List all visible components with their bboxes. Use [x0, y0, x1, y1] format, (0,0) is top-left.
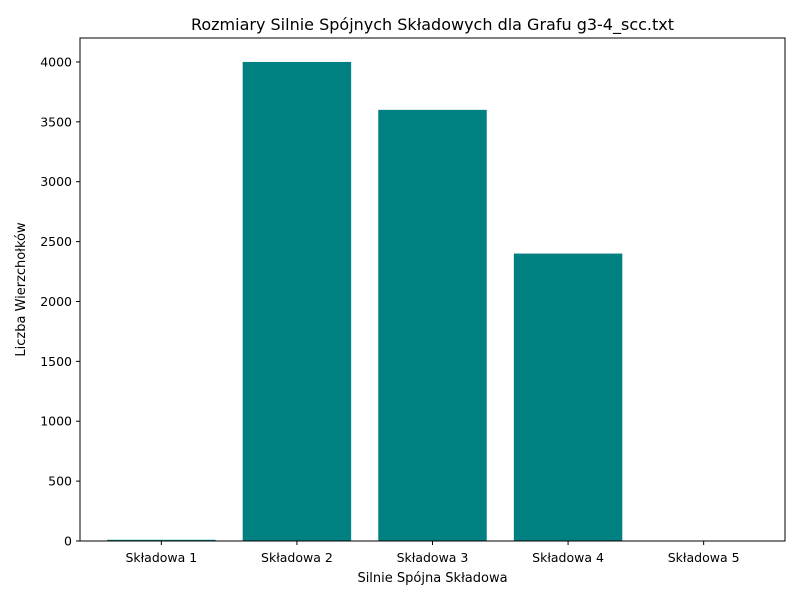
y-tick-label: 500: [48, 474, 72, 489]
y-tick-label: 2000: [40, 294, 72, 309]
chart-title: Rozmiary Silnie Spójnych Składowych dla …: [191, 15, 674, 35]
y-axis-label: Liczba Wierzchołków: [14, 222, 29, 357]
bar-1: [107, 539, 216, 541]
y-tick-label: 1500: [40, 354, 72, 369]
x-tick-label: Składowa 4: [532, 550, 604, 565]
x-tick-label: Składowa 2: [261, 550, 333, 565]
bar-4: [513, 253, 623, 542]
y-tick-label: 3500: [40, 114, 72, 129]
x-tick-label: Składowa 1: [125, 550, 197, 565]
y-tick-label: 0: [64, 534, 72, 549]
bar-2: [242, 61, 352, 541]
y-tick-label: 3000: [40, 174, 72, 189]
x-axis-label: Silnie Spójna Składowa: [357, 571, 507, 586]
x-tick-label: Składowa 5: [668, 550, 740, 565]
y-tick-label: 4000: [40, 54, 72, 69]
plot-frame: [79, 37, 786, 542]
bars: [107, 61, 758, 542]
x-tick-label: Składowa 3: [397, 550, 469, 565]
y-tick-label: 2500: [40, 234, 72, 249]
bar-3: [378, 109, 487, 541]
y-tick-label: 1000: [40, 414, 72, 429]
y-axis-ticks: 0 500 1000 1500 2000 2500 3000 3500 4000: [40, 54, 80, 549]
x-axis-ticks: Składowa 1 Składowa 2 Składowa 3 Składowa 4…: [125, 541, 740, 565]
